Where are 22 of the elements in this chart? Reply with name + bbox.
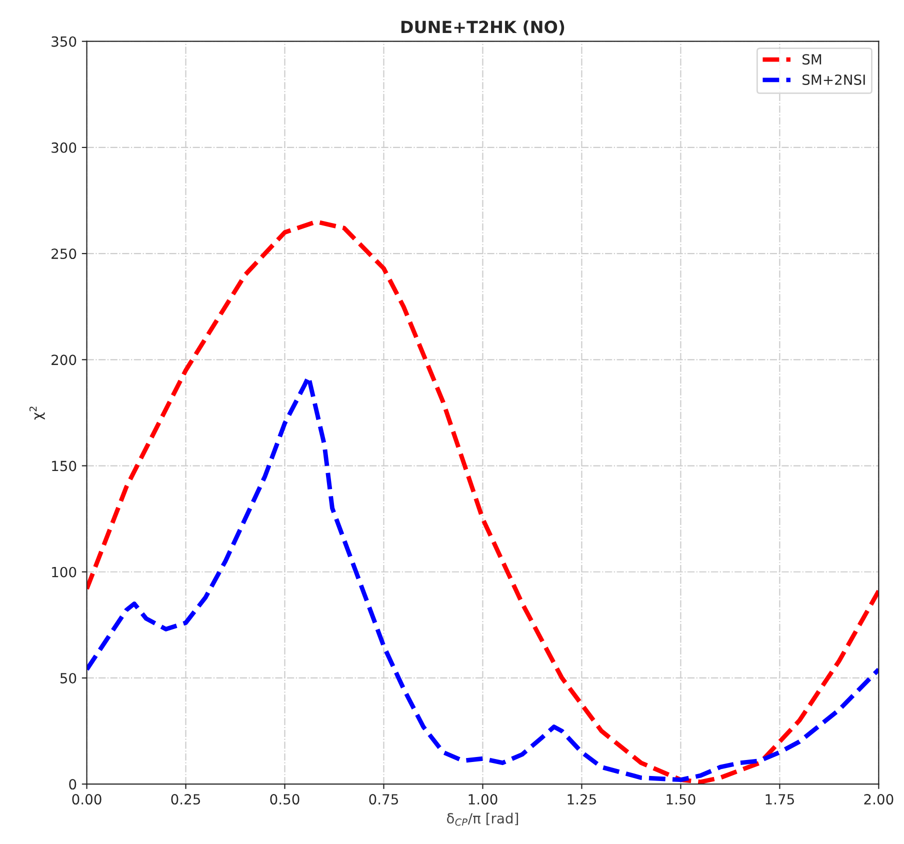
- y-tick-label: 250: [52, 248, 76, 260]
- legend-label: SM: [802, 54, 822, 65]
- y-tick-label: 350: [52, 36, 76, 47]
- y-tick-label: 100: [52, 566, 76, 578]
- x-tick-label: 0.50: [270, 794, 300, 805]
- x-axis-title: δ$_{CP}$/π [rad]: [446, 812, 518, 826]
- y-tick-label: 300: [52, 142, 76, 153]
- x-tick-label: 2.00: [864, 794, 894, 805]
- x-tick-label: 0.75: [369, 794, 398, 805]
- x-tick-label: 1.75: [766, 794, 794, 805]
- legend-label: SM+2NSI: [802, 74, 865, 85]
- x-tick-label: 1.50: [666, 794, 696, 805]
- y-tick-label: 50: [60, 672, 76, 684]
- y-tick-label: 150: [52, 460, 76, 472]
- y-axis-title: χ$^{2}$: [29, 406, 45, 420]
- x-tick-label: 0.25: [171, 794, 200, 805]
- x-tick-label: 0.00: [72, 794, 102, 805]
- chart-title: DUNE+T2HK (NO): [401, 20, 564, 36]
- y-tick-label: 0: [69, 779, 76, 790]
- x-tick-label: 1.25: [568, 794, 596, 805]
- y-tick-label: 200: [52, 354, 76, 366]
- x-tick-label: 1.00: [468, 794, 498, 805]
